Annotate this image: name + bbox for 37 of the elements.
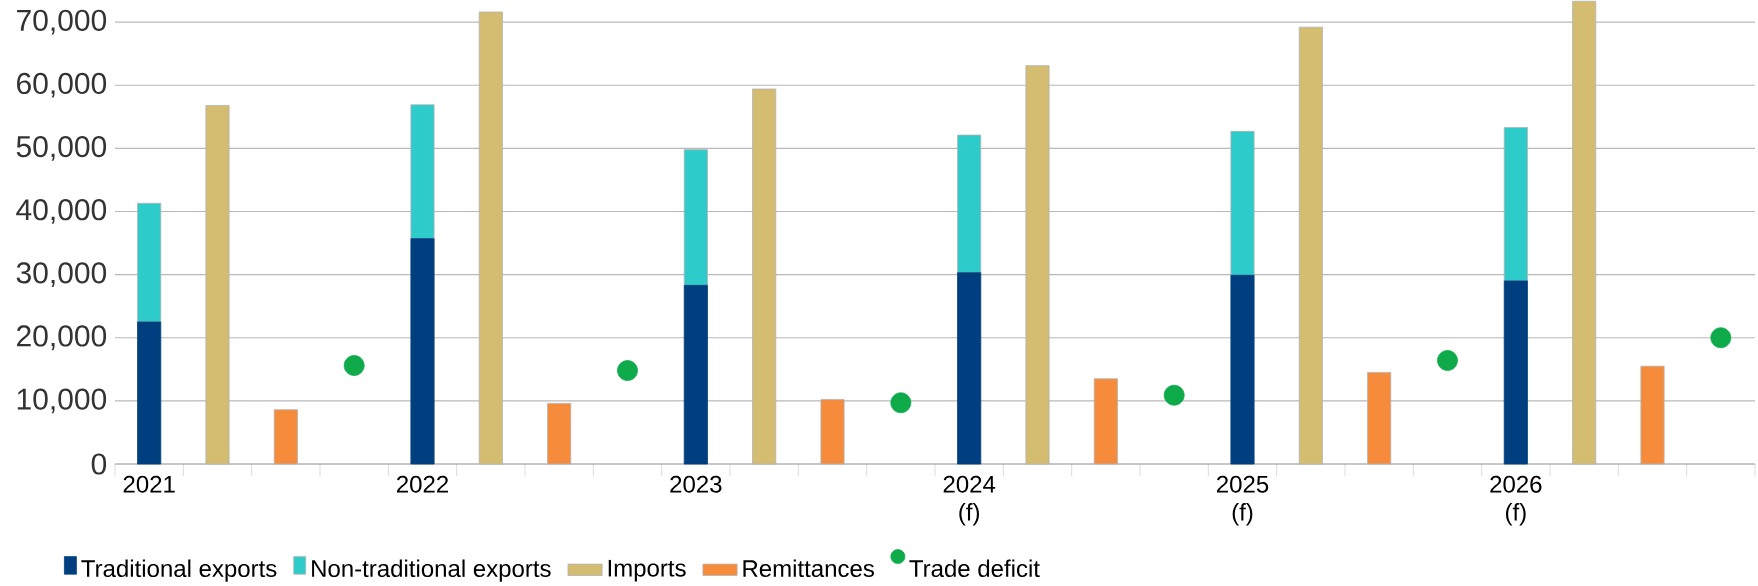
legend-label: Non-traditional exports <box>312 559 551 582</box>
point <box>1710 327 1732 349</box>
y-tick-label: 0 <box>91 453 107 475</box>
y-tick-label: 30,000 <box>16 262 107 287</box>
bar <box>137 202 162 323</box>
bar <box>410 104 435 240</box>
y-tick-label: 50,000 <box>16 135 107 161</box>
legend-label: Traditional exports <box>81 559 277 582</box>
point <box>1437 350 1458 371</box>
x-tick-label: 2023 <box>670 475 722 493</box>
point <box>1163 384 1185 406</box>
bar <box>957 272 982 465</box>
bar <box>957 134 982 274</box>
bar <box>1503 280 1528 465</box>
bar <box>137 321 162 465</box>
y-tick-label: 70,000 <box>17 9 107 35</box>
y-tick-label: 20,000 <box>17 325 107 351</box>
legend-label: Trade deficit <box>909 559 1040 578</box>
y-tick-label: 60,000 <box>17 72 107 98</box>
x-tick-label: 2024 (f) <box>943 475 996 526</box>
point <box>343 355 365 376</box>
bar <box>1230 130 1255 276</box>
y-tick-label: 40,000 <box>16 199 107 224</box>
y-tick-label: 10,000 <box>17 388 107 414</box>
x-tick-label: 2025 (f) <box>1217 475 1269 526</box>
bar <box>683 149 708 286</box>
legend-label: Remittances <box>743 559 874 578</box>
bar <box>683 284 708 465</box>
bar <box>1230 274 1255 465</box>
point <box>890 392 912 414</box>
legend-label: Imports <box>608 559 686 582</box>
bar <box>410 238 435 465</box>
bar <box>1503 127 1528 282</box>
x-tick-label: 2021 <box>123 475 175 493</box>
point <box>617 360 638 381</box>
x-tick-label: 2026 (f) <box>1490 475 1542 526</box>
x-tick-label: 2022 <box>397 475 448 493</box>
